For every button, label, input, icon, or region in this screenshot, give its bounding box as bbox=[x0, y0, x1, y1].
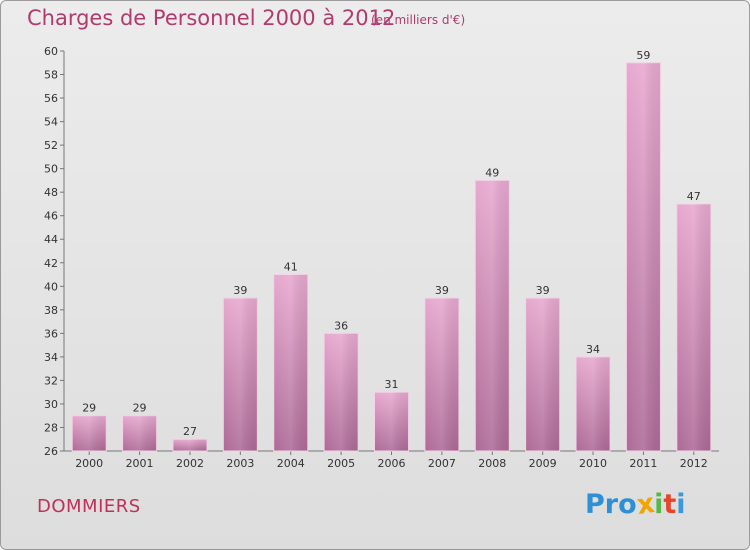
x-tick-label: 2002 bbox=[176, 457, 204, 470]
bar bbox=[474, 179, 510, 452]
proxiti-logo: Proxiti bbox=[585, 487, 686, 522]
bar-value-label: 39 bbox=[233, 284, 247, 297]
y-tick-label: 42 bbox=[44, 257, 58, 270]
bar-shine bbox=[324, 333, 359, 451]
bar-shine bbox=[424, 298, 459, 451]
logo-letter: i bbox=[654, 489, 664, 520]
bar-value-label: 29 bbox=[133, 402, 147, 415]
y-tick-label: 34 bbox=[44, 351, 58, 364]
y-tick-label: 36 bbox=[44, 327, 58, 340]
bar bbox=[676, 203, 712, 452]
bar bbox=[222, 297, 258, 452]
y-tick-label: 38 bbox=[44, 304, 58, 317]
x-tick-label: 2001 bbox=[126, 457, 154, 470]
logo-letter: x bbox=[634, 487, 657, 522]
y-tick-label: 48 bbox=[44, 186, 58, 199]
chart-subtitle: (en milliers d'€) bbox=[371, 13, 466, 27]
bar-value-label: 49 bbox=[485, 166, 499, 179]
x-tick-label: 2006 bbox=[378, 457, 406, 470]
y-tick-label: 56 bbox=[44, 92, 58, 105]
bars bbox=[71, 62, 712, 452]
bar-shine bbox=[676, 203, 711, 451]
x-tick-label: 2004 bbox=[277, 457, 305, 470]
x-tick-label: 2012 bbox=[680, 457, 708, 470]
bar-value-label: 31 bbox=[385, 378, 399, 391]
bar bbox=[525, 297, 561, 452]
bar-shine bbox=[374, 392, 409, 451]
logo-letter: o bbox=[618, 489, 637, 520]
bar-shine bbox=[72, 415, 107, 451]
bar-value-label: 47 bbox=[687, 190, 701, 203]
x-tick-label: 2010 bbox=[579, 457, 607, 470]
bar-value-label: 39 bbox=[536, 284, 550, 297]
value-labels: 29 29 27 39 41 36 31 39 49 39 34 59 47 bbox=[82, 49, 701, 438]
bar-value-label: 59 bbox=[636, 49, 650, 62]
y-tick-label: 54 bbox=[44, 116, 58, 129]
bar-shine bbox=[273, 274, 308, 451]
y-tick-label: 58 bbox=[44, 69, 58, 82]
bar bbox=[172, 438, 208, 452]
bar bbox=[122, 415, 158, 452]
x-tick-label: 2000 bbox=[75, 457, 103, 470]
y-tick-label: 32 bbox=[44, 374, 58, 387]
logo-letter: P bbox=[585, 489, 605, 520]
bar bbox=[575, 356, 611, 452]
bar-shine bbox=[576, 356, 611, 451]
x-tick-label: 2008 bbox=[478, 457, 506, 470]
chart-title: Charges de Personnel 2000 à 2012 bbox=[27, 6, 396, 30]
bar bbox=[424, 297, 460, 452]
bar bbox=[625, 62, 661, 452]
y-tick-label: 46 bbox=[44, 210, 58, 223]
x-tick-label: 2005 bbox=[327, 457, 355, 470]
logo-letter: t bbox=[663, 489, 677, 520]
bar-shine bbox=[626, 62, 661, 451]
bar-shine bbox=[172, 439, 207, 451]
bar-value-label: 36 bbox=[334, 319, 348, 332]
bar bbox=[71, 415, 107, 452]
bar bbox=[374, 391, 409, 452]
bar-value-label: 29 bbox=[82, 402, 96, 415]
x-tick-label: 2003 bbox=[226, 457, 254, 470]
x-tick-label: 2011 bbox=[629, 457, 657, 470]
logo-letter: i bbox=[676, 489, 686, 520]
x-tick-label: 2007 bbox=[428, 457, 456, 470]
bar-value-label: 41 bbox=[284, 261, 298, 274]
y-tick-label: 50 bbox=[44, 163, 58, 176]
x-tick-label: 2009 bbox=[529, 457, 557, 470]
y-tick-label: 40 bbox=[44, 280, 58, 293]
bar-value-label: 39 bbox=[435, 284, 449, 297]
bar bbox=[273, 274, 309, 452]
bar bbox=[323, 332, 359, 452]
y-tick-label: 44 bbox=[44, 233, 58, 246]
y-tick-label: 28 bbox=[44, 421, 58, 434]
logo-letter: r bbox=[604, 489, 619, 520]
commune-name: DOMMIERS bbox=[37, 496, 141, 517]
bar-shine bbox=[475, 180, 510, 452]
bar-shine bbox=[525, 298, 560, 451]
bar-shine bbox=[122, 415, 157, 451]
bar-value-label: 27 bbox=[183, 425, 197, 438]
y-tick-label: 52 bbox=[44, 139, 58, 152]
bar-shine bbox=[223, 298, 258, 451]
axes: 26 28 30 32 34 36 38 40 42 44 46 48 50 52 54 56 58 60 2000… bbox=[44, 45, 719, 470]
y-tick-label: 30 bbox=[44, 398, 58, 411]
bar-value-label: 34 bbox=[586, 343, 600, 356]
y-tick-label: 26 bbox=[44, 445, 58, 458]
y-tick-label: 60 bbox=[44, 45, 58, 58]
